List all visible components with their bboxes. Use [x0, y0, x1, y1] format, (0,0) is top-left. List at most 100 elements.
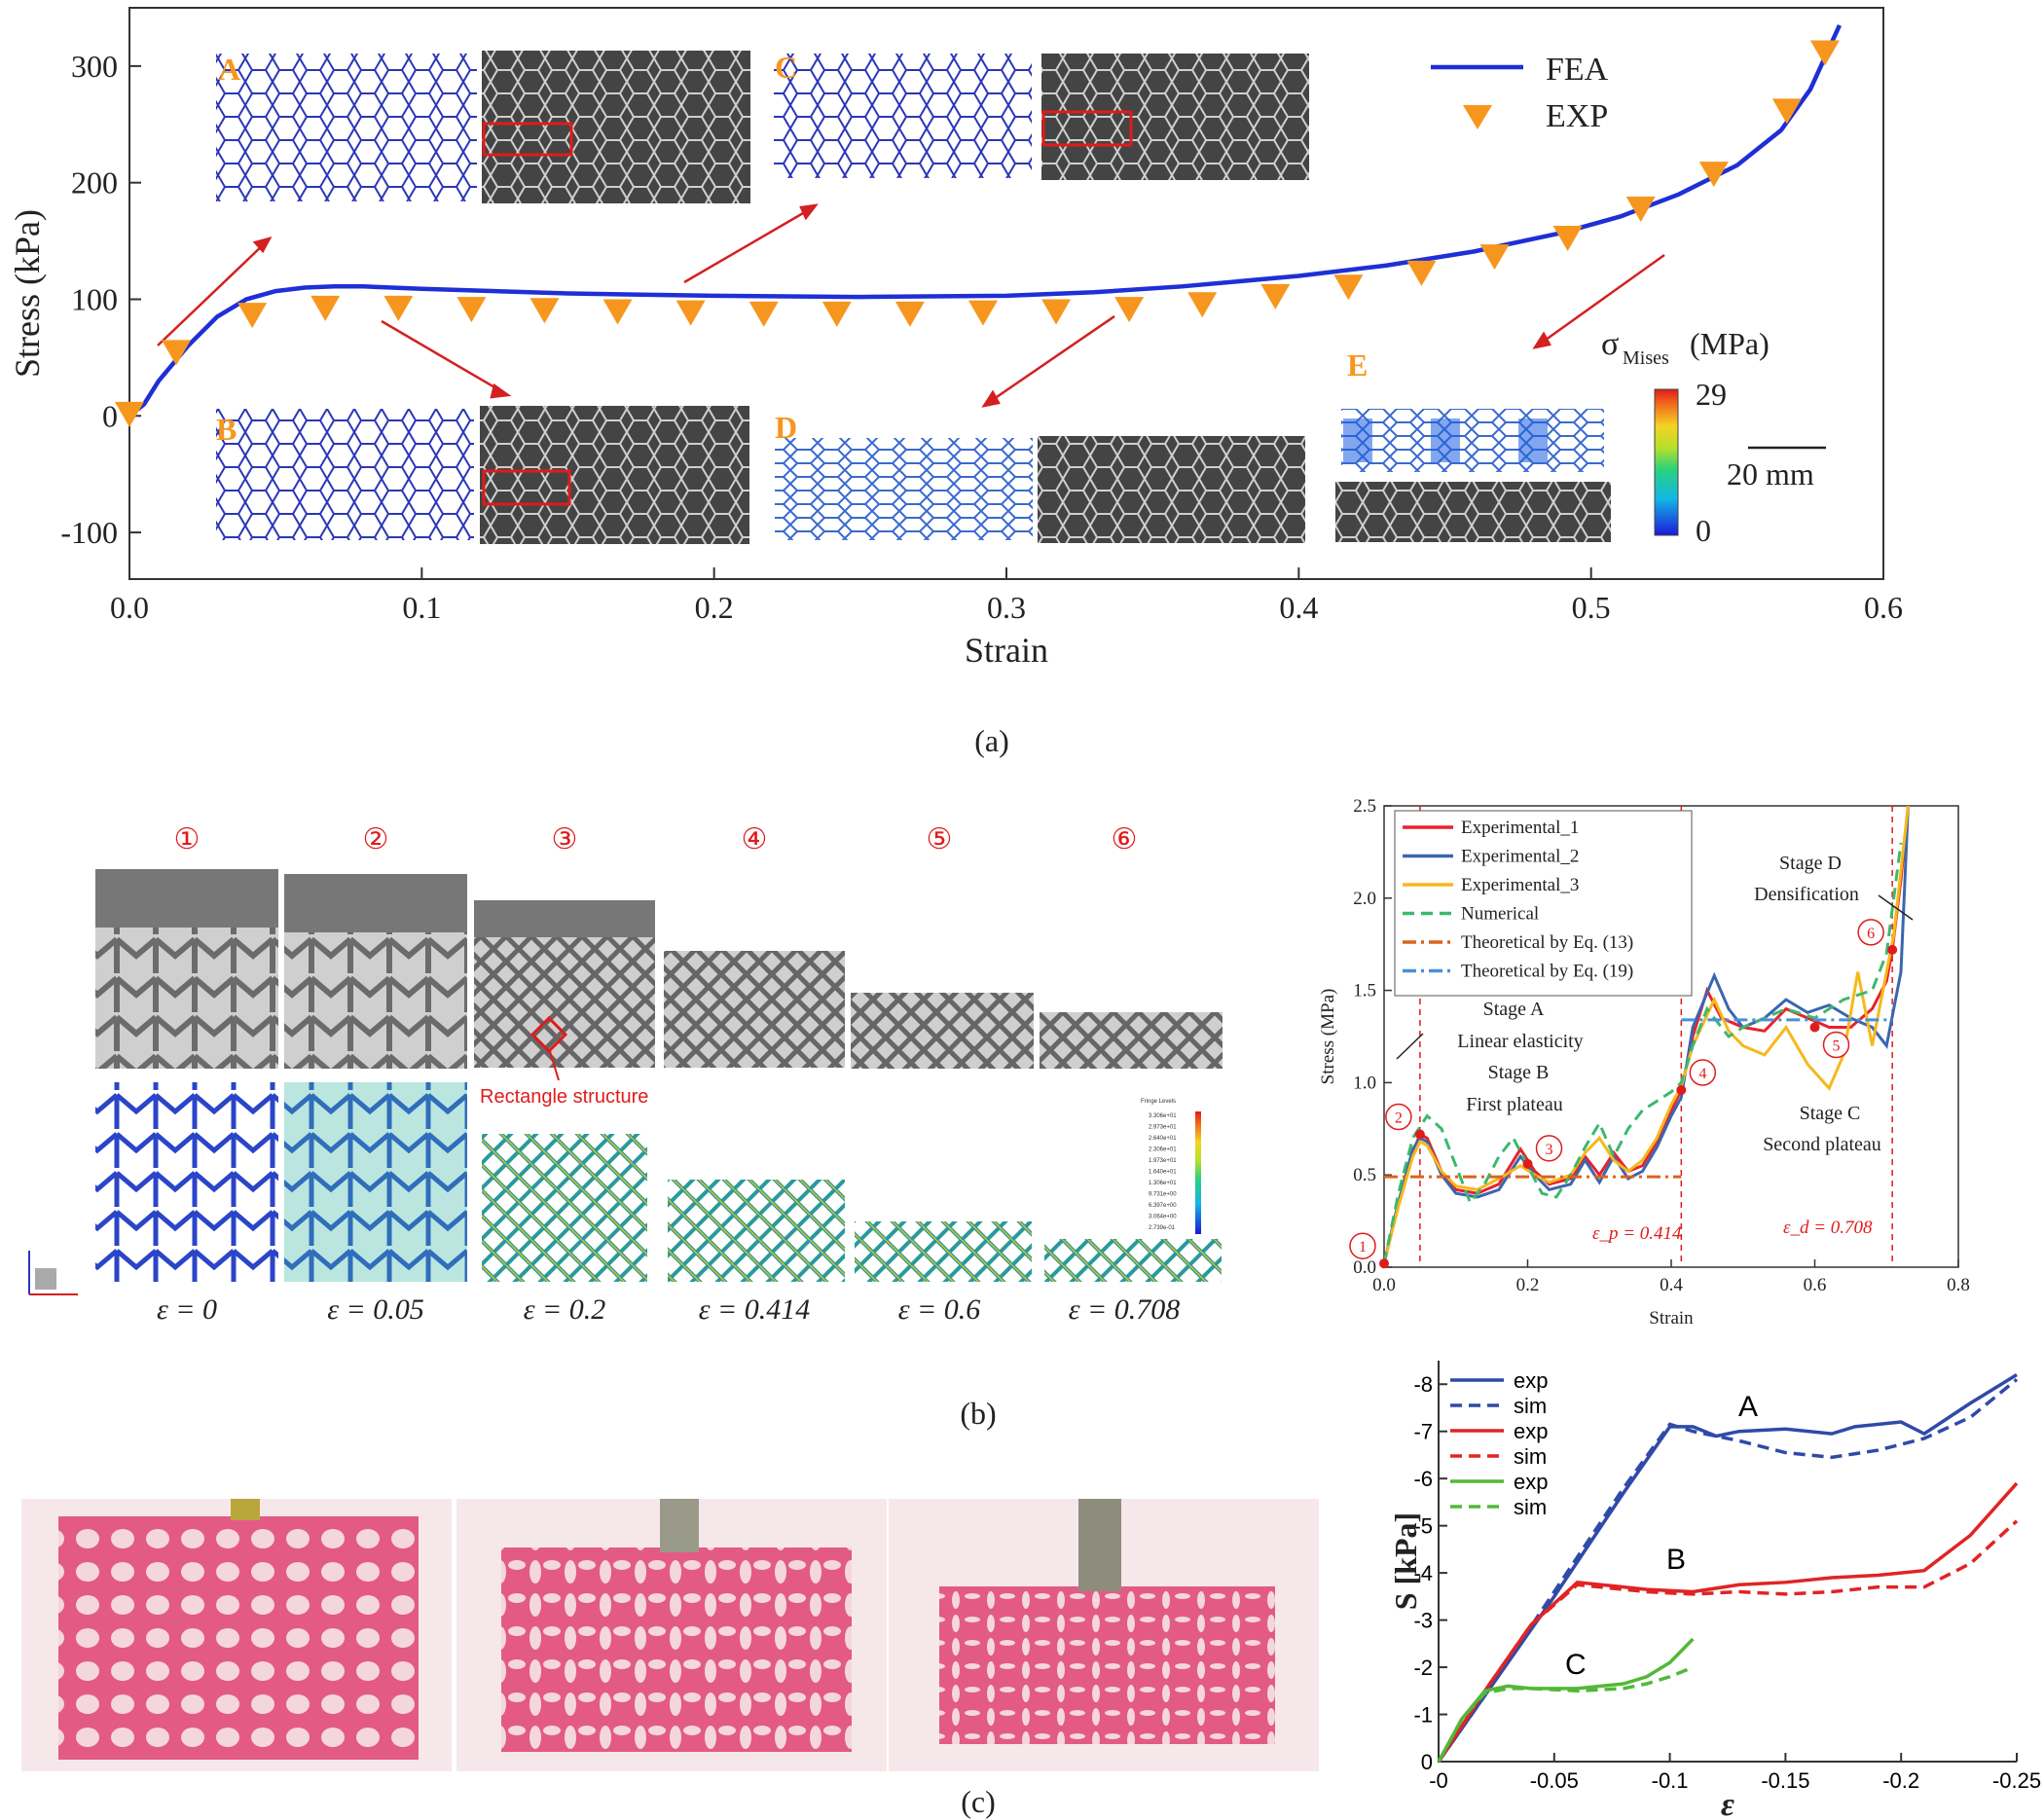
stage4-photo [664, 951, 845, 1068]
inset-letter-a: A [218, 52, 240, 87]
legend-label: exp [1514, 1470, 1548, 1494]
inset-letter-c: C [775, 50, 797, 85]
axis-triad [28, 1251, 78, 1295]
y-tick-label: 0.0 [1353, 1257, 1376, 1278]
inset-letter-d: D [775, 410, 797, 445]
y-tick-label: -1 [1413, 1703, 1433, 1728]
series-line [1384, 806, 1910, 1264]
x-tick-label: -0 [1429, 1768, 1448, 1793]
y-tick-label: -6 [1413, 1467, 1433, 1491]
panel-c-chart: -0 -0.05 -0.1 -0.15 -0.2 -0.25 0 -1 -2 -3 -4 -5 -6 -7… [1388, 1361, 2041, 1820]
inset-letter-e: E [1347, 347, 1368, 382]
strain-label: ε = 0.708 [1069, 1293, 1181, 1326]
fea-line [128, 24, 1842, 419]
y-axis-label: Stress (MPa) [1318, 989, 1338, 1085]
stage-point [1887, 944, 1898, 955]
panel-a-chart: A B C D E σ Mises (MPa) 29 0 20 mm 0.0 0.… [8, 7, 1903, 670]
curve-label: A [1738, 1391, 1758, 1423]
stage-marker-number: 1 [1359, 1239, 1367, 1256]
x-axis-label: ε [1721, 1787, 1734, 1820]
y-tick-label: -4 [1413, 1561, 1433, 1585]
fringe-value: 6.397e+00 [1149, 1203, 1177, 1209]
y-tick-label: 200 [71, 165, 118, 200]
inset-b-sim [216, 409, 474, 540]
stage-annotation: First plateau [1466, 1094, 1562, 1115]
x-tick-label: 0.0 [110, 590, 149, 625]
inset-a-highlight-box [482, 122, 573, 157]
stage5-photo [851, 993, 1034, 1069]
y-tick-label: -8 [1413, 1372, 1433, 1397]
panel-b-images: ① ② ③ ④ ⑤ ⑥ ε = 0 ε = 0.05 ε = 0.2 ε = 0.414 ε = 0… [28, 823, 1223, 1326]
y-tick-label: 2.0 [1353, 889, 1376, 909]
annotation-pointer [1878, 894, 1914, 921]
exp-marker [1187, 292, 1218, 318]
x-tick-label: -0.25 [1992, 1768, 2041, 1793]
x-tick-label: 0.2 [1516, 1275, 1540, 1295]
eps-d-annotation: ε_d = 0.708 [1783, 1218, 1873, 1238]
x-tick-label: 0.4 [1660, 1275, 1683, 1295]
fringe-value: 3.306e+01 [1149, 1113, 1177, 1119]
inset-letters: A B C D E [216, 50, 1368, 447]
panel-c-images [21, 1499, 1319, 1771]
stage-point [1676, 1084, 1687, 1095]
exp-marker [162, 340, 192, 366]
x-tick-label: 0.2 [695, 590, 734, 625]
exp-marker [748, 301, 779, 327]
stage-annotation: Stage B [1488, 1062, 1550, 1083]
x-tick-label: -0.1 [1652, 1768, 1689, 1793]
strain-label: ε = 0.2 [524, 1293, 606, 1326]
exp-marker [115, 401, 144, 427]
inset-e-photo [1335, 482, 1611, 542]
series-line [1437, 1665, 1695, 1763]
y-tick-label: 0.5 [1353, 1165, 1376, 1185]
eps-p-annotation: ε_p = 0.414 [1592, 1223, 1682, 1244]
legend-label: exp [1514, 1419, 1548, 1443]
legend-label: sim [1514, 1495, 1547, 1519]
inset-b-photo [480, 406, 749, 544]
inset-c-highlight-box [1041, 110, 1133, 147]
stage-point [1522, 1158, 1533, 1169]
fringe-title: Fringe Levels [1141, 1099, 1176, 1105]
exp-marker [383, 295, 414, 321]
exp-marker [1479, 244, 1510, 271]
x-tick-label: 0.3 [987, 590, 1026, 625]
x-axis-label: Strain [965, 631, 1048, 670]
exp-marker [967, 300, 998, 326]
x-tick-label: -0.15 [1761, 1768, 1809, 1793]
stage3-sim [482, 1134, 647, 1282]
inset-letter-b: B [216, 412, 237, 447]
fringe-value: 1.973e+01 [1149, 1158, 1177, 1164]
stage-annotation: Stage A [1483, 999, 1545, 1020]
exp-marker [1625, 197, 1656, 223]
stage-marker-circle [1822, 1031, 1850, 1059]
exp-marker [1114, 297, 1145, 323]
strain-label: ε = 0.05 [327, 1293, 424, 1326]
fringe-value: 2.739e-01 [1149, 1225, 1176, 1231]
stage-annotation: Stage D [1779, 853, 1842, 874]
legend-label: Numerical [1461, 904, 1539, 925]
x-tick-label: -0.2 [1882, 1768, 1919, 1793]
stage-number-label: ⑥ [1112, 823, 1138, 855]
fringe-levels-legend: Fringe Levels 3.306e+01 2.973e+01 2.640e+0… [1141, 1099, 1201, 1234]
fringe-value: 2.306e+01 [1149, 1147, 1177, 1153]
exp-marker [821, 301, 852, 327]
stage2-sim [284, 1082, 467, 1282]
legend-label: sim [1514, 1394, 1547, 1418]
colorbar-sub: Mises [1623, 347, 1669, 369]
exp-marker [1698, 162, 1729, 188]
stage-marker-number: 3 [1546, 1142, 1553, 1158]
caption-c: (c) [961, 1784, 996, 1819]
inset-d-photo [1038, 436, 1305, 543]
rectangle-structure-marker [529, 1015, 568, 1054]
legend-label: Experimental_3 [1461, 875, 1579, 895]
legend-label: sim [1514, 1444, 1547, 1469]
stage-marker-circle [1535, 1135, 1563, 1162]
annotation-pointer [1396, 1033, 1424, 1060]
colorbar-max: 29 [1696, 377, 1727, 412]
inset-d-sim [775, 438, 1033, 540]
legend-box [1394, 810, 1693, 997]
stage5-sim [855, 1221, 1032, 1282]
stage-marker-circle [1857, 919, 1884, 946]
stage-number-label: ④ [742, 823, 768, 855]
inset-c-sim [774, 54, 1032, 178]
